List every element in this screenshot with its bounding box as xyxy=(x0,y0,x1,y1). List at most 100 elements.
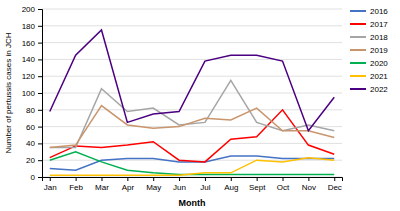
tick-mark xyxy=(38,43,42,44)
tick: 140 xyxy=(22,55,42,64)
legend-item: 2019 xyxy=(350,46,388,55)
tick-label: Nov xyxy=(302,183,316,192)
tick-label: Aug xyxy=(224,183,238,192)
tick-mark xyxy=(38,93,42,94)
tick-mark xyxy=(205,177,206,181)
tick-label: Dec xyxy=(328,183,342,192)
legend-item: 2021 xyxy=(350,72,388,81)
legend: 2016 2017 2018 2019 2020 2021 2022 xyxy=(350,7,388,94)
grid-line xyxy=(42,76,342,77)
x-axis: Jan Feb Mar Apr May Jun Jul Aug Sept Oct Nov Dec xyxy=(43,177,343,192)
legend-label: 2020 xyxy=(370,59,388,68)
tick-mark xyxy=(179,177,180,181)
tick: 100 xyxy=(22,89,42,98)
legend-label: 2017 xyxy=(370,20,388,29)
tick-mark xyxy=(153,177,154,181)
legend-swatch xyxy=(350,10,366,12)
plot: 0 20 40 60 80 100 120 140 160 180 200 Jan Feb Mar Apr M… xyxy=(4,5,388,208)
series-line xyxy=(50,158,334,176)
tick-mark xyxy=(38,76,42,77)
tick-label: Apr xyxy=(122,183,135,192)
series-line xyxy=(50,30,334,131)
legend-swatch xyxy=(350,75,366,77)
tick-mark xyxy=(127,177,128,181)
tick: Mar xyxy=(95,177,109,192)
legend-item: 2016 xyxy=(350,7,388,16)
x-axis-title: Month xyxy=(179,198,206,208)
tick: Dec xyxy=(328,177,342,192)
grid-line xyxy=(42,9,342,10)
grid-line xyxy=(42,59,342,60)
tick-label: 200 xyxy=(22,5,36,14)
grid-line xyxy=(42,93,342,94)
legend-item: 2018 xyxy=(350,33,388,42)
tick: 160 xyxy=(22,39,42,48)
grid xyxy=(42,9,342,177)
tick-mark xyxy=(283,177,284,181)
legend-swatch xyxy=(350,49,366,51)
tick-label: Oct xyxy=(277,183,290,192)
tick-mark xyxy=(38,110,42,111)
legend-label: 2021 xyxy=(370,72,388,81)
tick-label: 40 xyxy=(26,139,35,148)
tick: 60 xyxy=(26,123,42,132)
series-line xyxy=(50,152,334,175)
tick-label: Feb xyxy=(69,183,83,192)
tick: Sept xyxy=(249,177,266,192)
tick-mark xyxy=(334,177,335,181)
tick-mark xyxy=(38,160,42,161)
tick: Jan xyxy=(44,177,57,192)
tick: 40 xyxy=(26,139,42,148)
legend-swatch xyxy=(350,62,366,64)
legend-label: 2016 xyxy=(370,7,388,16)
tick: Jun xyxy=(173,177,186,192)
tick-mark xyxy=(38,143,42,144)
chart: 0 20 40 60 80 100 120 140 160 180 200 Jan Feb Mar Apr M… xyxy=(0,0,400,211)
tick-label: 180 xyxy=(22,22,36,31)
grid-line xyxy=(42,143,342,144)
tick-label: Jan xyxy=(44,183,57,192)
axis-line xyxy=(43,178,343,182)
grid-line xyxy=(42,109,342,110)
grid-line xyxy=(42,42,342,43)
tick: Aug xyxy=(224,177,238,192)
legend-swatch xyxy=(350,36,366,38)
tick: Oct xyxy=(277,177,290,192)
legend-swatch xyxy=(350,88,366,90)
tick: Nov xyxy=(302,177,316,192)
tick-label: Jun xyxy=(173,183,186,192)
tick: Apr xyxy=(122,177,135,192)
tick: 180 xyxy=(22,22,42,31)
tick: Feb xyxy=(69,177,83,192)
series-line xyxy=(50,110,334,162)
tick-mark xyxy=(231,177,232,181)
legend-label: 2018 xyxy=(370,33,388,42)
tick-label: 60 xyxy=(26,123,35,132)
tick-label: Sept xyxy=(249,183,266,192)
tick-mark xyxy=(38,9,42,10)
tick: Jul xyxy=(200,177,210,192)
tick-label: May xyxy=(146,183,161,192)
legend-label: 2022 xyxy=(370,85,388,94)
tick-label: 20 xyxy=(26,156,35,165)
tick-label: 0 xyxy=(31,173,36,182)
tick-mark xyxy=(101,177,102,181)
tick: 0 xyxy=(31,173,42,182)
tick-mark xyxy=(38,177,42,178)
tick: 20 xyxy=(26,156,42,165)
tick-mark xyxy=(308,177,309,181)
tick: May xyxy=(146,177,161,192)
legend-item: 2017 xyxy=(350,20,388,29)
series-line xyxy=(50,80,334,147)
y-axis-title: Number of pertussis cases in JCH xyxy=(4,32,13,153)
tick: 80 xyxy=(26,106,42,115)
tick-mark xyxy=(76,177,77,181)
tick-label: 160 xyxy=(22,39,36,48)
axis-line xyxy=(38,10,43,178)
series-line xyxy=(50,106,334,148)
tick-mark xyxy=(50,177,51,181)
tick-label: 120 xyxy=(22,72,36,81)
tick-label: 140 xyxy=(22,55,36,64)
tick-label: Mar xyxy=(95,183,109,192)
series-group xyxy=(50,30,334,175)
